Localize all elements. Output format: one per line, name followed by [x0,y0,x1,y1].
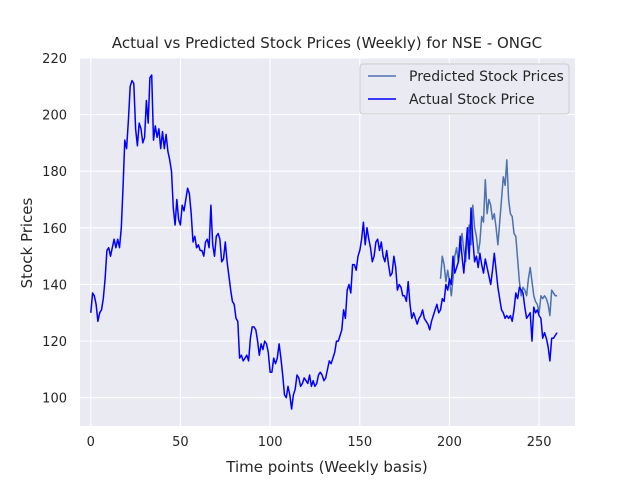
y-tick-label: 120 [42,335,67,350]
y-axis-ticks: 100 120 140 160 180 200 220 [42,52,67,407]
y-tick-label: 220 [42,52,67,67]
plot-area [80,58,575,426]
x-tick-label: 200 [437,435,462,450]
x-tick-label: 250 [527,435,552,450]
y-tick-label: 180 [42,165,67,180]
series-lines [90,74,558,410]
x-tick-label: 150 [347,435,372,450]
grid [80,57,575,426]
x-axis-ticks: 0 50 100 150 200 250 [87,435,552,450]
legend-box [359,63,570,115]
legend-label-predicted: Predicted Stock Prices [409,69,564,85]
y-tick-label: 160 [42,222,67,237]
actual-price-line [90,74,558,410]
y-axis-label: Stock Prices [18,197,36,288]
y-tick-label: 100 [42,392,67,407]
y-tick-label: 140 [42,278,67,293]
x-tick-label: 0 [87,435,95,450]
chart-title: Actual vs Predicted Stock Prices (Weekly… [112,34,542,52]
x-tick-label: 100 [258,435,283,450]
legend: Predicted Stock Prices Actual Stock Pric… [359,63,570,115]
x-axis-label: Time points (Weekly basis) [225,458,427,476]
y-tick-label: 200 [42,109,67,124]
x-tick-label: 50 [172,435,189,450]
legend-label-actual: Actual Stock Price [409,92,535,108]
